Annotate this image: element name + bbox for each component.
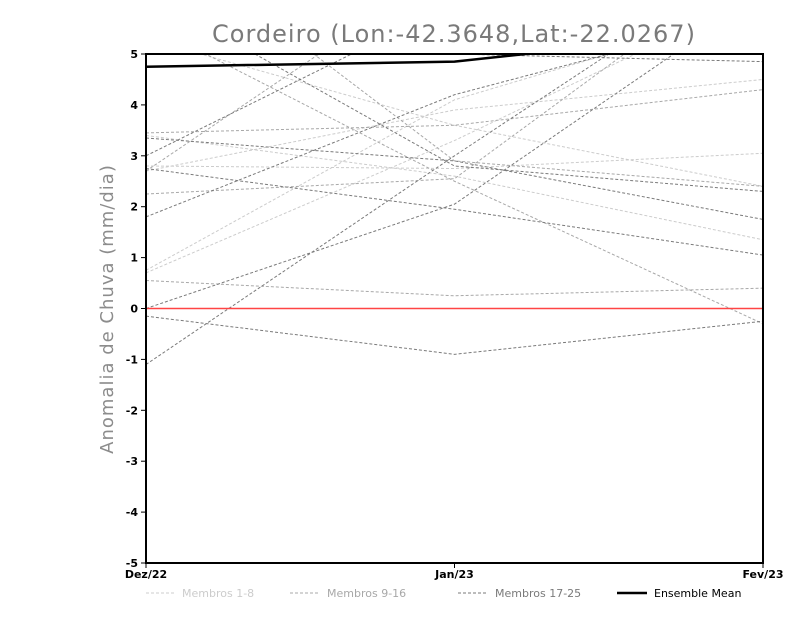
ensemble-mean-layer	[146, 54, 538, 68]
legend-item-g2: Membros 9-16	[290, 587, 406, 600]
y-tick-label: -5	[126, 557, 138, 570]
y-tick-label: -3	[126, 455, 138, 468]
member-line-g1-4	[146, 152, 763, 170]
member-line-g1-0	[146, 54, 611, 271]
member-line-g3-14	[146, 315, 763, 355]
y-axis-label: Anomalia de Chuva (mm/dia)	[97, 164, 118, 454]
y-tick-label: 4	[130, 99, 138, 112]
legend-label-g2: Membros 9-16	[327, 587, 406, 600]
plot-frame	[145, 53, 764, 564]
member-line-g3-18	[146, 137, 763, 220]
member-line-g3-19	[253, 54, 763, 192]
legend-label-mean: Ensemble Mean	[654, 587, 741, 600]
legend: Membros 1-8 Membros 9-16 Membros 17-25 E…	[146, 587, 741, 600]
legend-label-g3: Membros 17-25	[495, 587, 581, 600]
member-line-g3-15	[146, 54, 610, 365]
x-tick-label: Fev/23	[742, 568, 783, 581]
member-line-g2-6	[146, 54, 626, 195]
member-line-g1-5	[198, 54, 763, 187]
x-axis-ticks: Dez/22 Jan/23 Fev/23	[125, 563, 784, 581]
y-tick-label: 3	[130, 150, 138, 163]
legend-item-g3: Membros 17-25	[458, 587, 581, 600]
series-layer	[146, 54, 763, 365]
y-tick-label: -1	[126, 353, 138, 366]
x-tick-label: Jan/23	[434, 568, 474, 581]
member-line-g3-16	[146, 54, 675, 309]
y-tick-label: 1	[130, 252, 138, 265]
member-line-g1-1	[146, 54, 637, 274]
member-line-g1-3	[146, 134, 763, 241]
y-tick-label: 2	[130, 201, 138, 214]
legend-item-g1: Membros 1-8	[146, 587, 254, 600]
y-tick-label: 5	[130, 48, 138, 61]
member-line-g3-12	[146, 54, 611, 218]
member-line-g3-17	[146, 168, 763, 256]
member-line-g2-7	[146, 89, 763, 134]
member-line-g2-9	[146, 280, 763, 297]
member-line-g2-8	[204, 54, 763, 325]
member-line-g1-2	[146, 78, 763, 172]
y-tick-label: -2	[126, 404, 138, 417]
y-axis-ticks: -5 -4 -3 -2 -1 0 1 2 3 4 5	[126, 48, 146, 570]
plot-area	[146, 54, 763, 365]
x-tick-label: Dez/22	[125, 568, 167, 581]
ensemble-mean-line	[146, 54, 538, 68]
legend-label-g1: Membros 1-8	[182, 587, 254, 600]
chart-title: Cordeiro (Lon:-42.3648,Lat:-22.0267)	[212, 20, 696, 48]
legend-item-mean: Ensemble Mean	[617, 587, 741, 600]
y-tick-label: -4	[126, 506, 139, 519]
y-tick-label: 0	[130, 303, 138, 316]
member-line-g2-11	[312, 54, 763, 187]
